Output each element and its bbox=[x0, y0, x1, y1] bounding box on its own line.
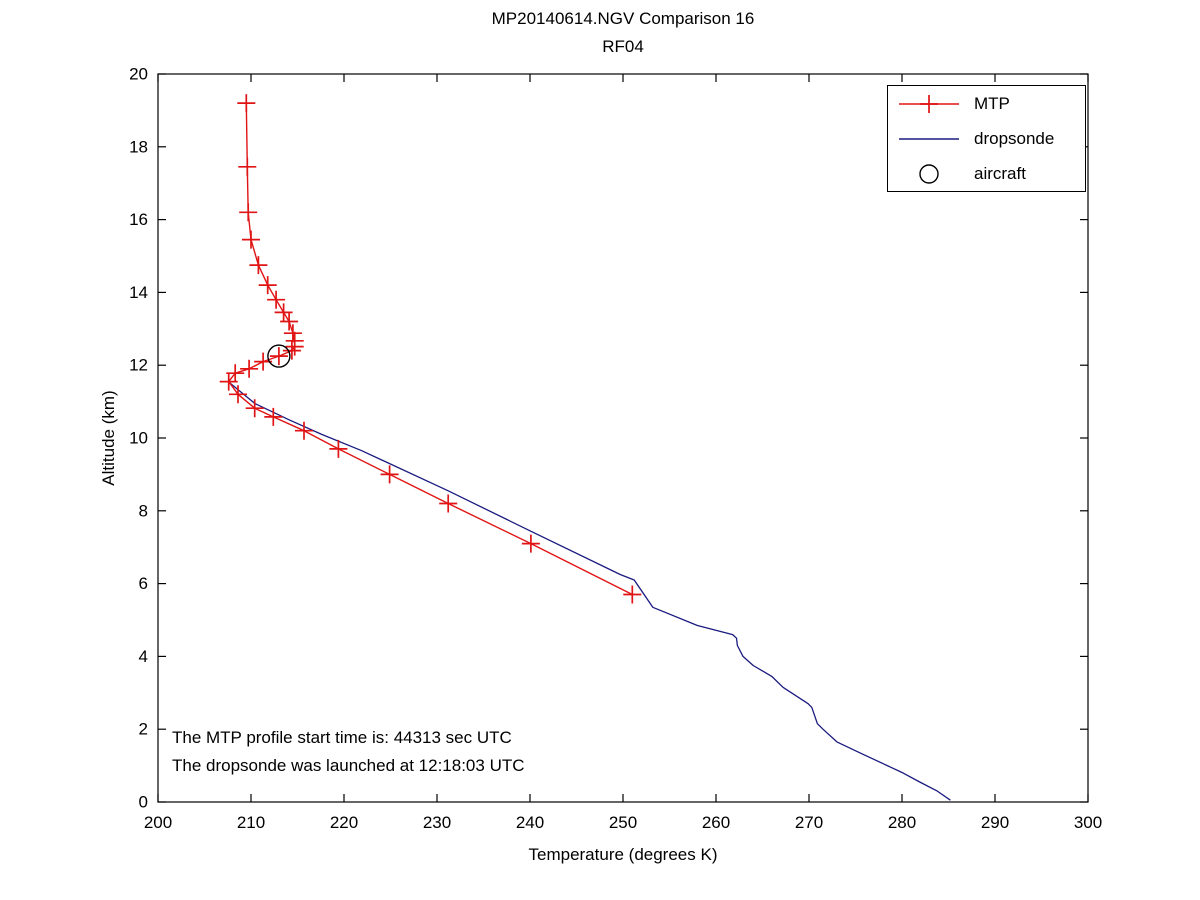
y-tick-label: 6 bbox=[139, 574, 148, 593]
legend-label-aircraft: aircraft bbox=[974, 164, 1026, 183]
chart-title: MP20140614.NGV Comparison 16 bbox=[491, 9, 755, 28]
x-tick-label: 280 bbox=[888, 813, 916, 832]
aircraft-marker bbox=[267, 344, 291, 368]
x-tick-label: 220 bbox=[330, 813, 358, 832]
y-tick-label: 2 bbox=[139, 720, 148, 739]
legend-item-dropsonde: dropsonde bbox=[896, 126, 1054, 152]
y-tick-label: 16 bbox=[129, 210, 148, 229]
y-tick-label: 12 bbox=[129, 356, 148, 375]
x-tick-label: 200 bbox=[144, 813, 172, 832]
x-tick-label: 260 bbox=[702, 813, 730, 832]
x-tick-label: 300 bbox=[1074, 813, 1102, 832]
chart-subtitle: RF04 bbox=[602, 37, 644, 56]
annotation-dropsonde-launch: The dropsonde was launched at 12:18:03 U… bbox=[172, 756, 525, 775]
x-tick-label: 270 bbox=[795, 813, 823, 832]
y-axis-label: Altitude (km) bbox=[99, 390, 118, 486]
y-tick-label: 20 bbox=[129, 65, 148, 84]
aircraft-circle-icon bbox=[919, 164, 939, 184]
x-tick-label: 230 bbox=[423, 813, 451, 832]
x-axis-label: Temperature (degrees K) bbox=[528, 845, 718, 864]
legend-label-mtp: MTP bbox=[974, 94, 1010, 113]
x-tick-label: 250 bbox=[609, 813, 637, 832]
dropsonde-line bbox=[229, 382, 951, 801]
y-tick-label: 0 bbox=[139, 793, 148, 812]
annotation-mtp-start-time: The MTP profile start time is: 44313 sec… bbox=[172, 728, 512, 747]
y-tick-label: 4 bbox=[139, 647, 148, 666]
y-tick-label: 8 bbox=[139, 501, 148, 520]
y-tick-label: 18 bbox=[129, 137, 148, 156]
mtp-line-plus-icon bbox=[899, 95, 959, 113]
y-tick-label: 10 bbox=[129, 429, 148, 448]
mtp-line bbox=[227, 103, 633, 596]
x-tick-label: 240 bbox=[516, 813, 544, 832]
y-tick-label: 14 bbox=[129, 283, 148, 302]
x-tick-label: 290 bbox=[981, 813, 1009, 832]
mtp-plus-markers bbox=[219, 94, 642, 604]
legend-label-dropsonde: dropsonde bbox=[974, 129, 1055, 148]
x-tick-label: 210 bbox=[237, 813, 265, 832]
dropsonde-line-icon bbox=[899, 138, 959, 140]
legend-item-mtp: MTP bbox=[896, 91, 1010, 117]
legend: MTP dropsonde aircraft bbox=[887, 85, 1086, 192]
legend-item-aircraft: aircraft bbox=[896, 161, 1026, 187]
